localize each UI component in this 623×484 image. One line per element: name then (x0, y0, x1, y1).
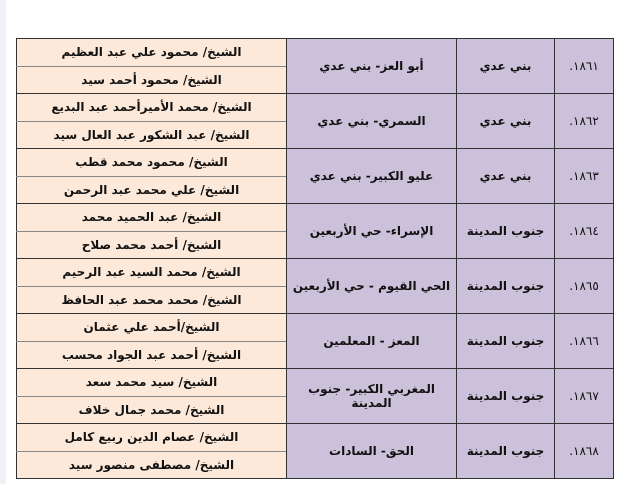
row-number: ١٨٦٢. (554, 93, 614, 149)
table-row: ١٨٦٥. جنوب المدينة الحي القيوم - حي الأربع… (16, 258, 614, 314)
name-cell: الشيخ/ علي محمد عبد الرحمن (16, 175, 287, 204)
district-cell: بني عدي (456, 93, 555, 149)
place-cell: السمري- بني عدي (286, 93, 457, 149)
name-cell: الشيخ/أحمد علي عثمان (16, 313, 287, 342)
table-row: ١٨٦٧. جنوب المدينة المغربي الكبير- جنوب ال… (16, 368, 614, 424)
table-row: ١٨٦٣. بني عدي عليو الكبير- بني عدي الشيخ/ م… (16, 148, 614, 204)
name-cell: الشيخ/ مصطفى منصور سيد (16, 450, 287, 479)
name-cell: الشيخ/ أحمد عبد الجواد محسب (16, 340, 287, 369)
row-number: ١٨٦٦. (554, 313, 614, 369)
place-cell: المغربي الكبير- جنوب المدينة (286, 368, 457, 424)
place-cell: الحي القيوم - حي الأربعين (286, 258, 457, 314)
table-row: ١٨٦١. بني عدي أبو العز- بني عدي الشيخ/ محمو… (16, 38, 614, 94)
place-cell: الحق- السادات (286, 423, 457, 479)
name-cell: الشيخ/ عبد الشكور عبد العال سيد (16, 120, 287, 149)
name-cell: الشيخ/ محمود علي عبد العظيم (16, 38, 287, 67)
place-cell: المعز - المعلمين (286, 313, 457, 369)
table-row: الشيخ/ أحمد محمد صلاح (16, 230, 614, 259)
name-cell: الشيخ/ محمد جمال خلاف (16, 395, 287, 424)
table-row: ١٨٦٤. جنوب المدينة الإسراء- حي الأربعين الش… (16, 203, 614, 259)
table-row: الشيخ/ عبد الشكور عبد العال سيد (16, 120, 614, 149)
table-row: ١٨٦٦. جنوب المدينة المعز - المعلمين الشيخ/أ… (16, 313, 614, 369)
table-row: الشيخ/ مصطفى منصور سيد (16, 450, 614, 479)
table-row: ١٨٦٨. جنوب المدينة الحق- السادات الشيخ/ عصا… (16, 423, 614, 479)
name-cell: الشيخ/ سيد محمد سعد (16, 368, 287, 397)
district-cell: جنوب المدينة (456, 258, 555, 314)
row-number: ١٨٦٣. (554, 148, 614, 204)
name-cell: الشيخ/ محمد الأميرأحمد عبد البديع (16, 93, 287, 122)
place-cell: عليو الكبير- بني عدي (286, 148, 457, 204)
name-cell: الشيخ/ محمد السيد عبد الرحيم (16, 258, 287, 287)
name-cell: الشيخ/ عصام الدين ربيع كامل (16, 423, 287, 452)
table-row: الشيخ/ أحمد عبد الجواد محسب (16, 340, 614, 369)
district-cell: جنوب المدينة (456, 313, 555, 369)
district-cell: جنوب المدينة (456, 423, 555, 479)
name-cell: الشيخ/ محمود أحمد سيد (16, 65, 287, 94)
name-cell: الشيخ/ عبد الحميد محمد (16, 203, 287, 232)
table-row: الشيخ/ علي محمد عبد الرحمن (16, 175, 614, 204)
row-number: ١٨٦٥. (554, 258, 614, 314)
assignments-table: ١٨٦١. بني عدي أبو العز- بني عدي الشيخ/ محمو… (16, 38, 614, 479)
district-cell: جنوب المدينة (456, 368, 555, 424)
district-cell: جنوب المدينة (456, 203, 555, 259)
name-cell: الشيخ/ محمود محمد قطب (16, 148, 287, 177)
row-number: ١٨٦٧. (554, 368, 614, 424)
district-cell: بني عدي (456, 148, 555, 204)
place-cell: الإسراء- حي الأربعين (286, 203, 457, 259)
page-edge (0, 0, 6, 484)
table-row: الشيخ/ محمد محمد عبد الحافظ (16, 285, 614, 314)
table-row: الشيخ/ محمود أحمد سيد (16, 65, 614, 94)
row-number: ١٨٦٨. (554, 423, 614, 479)
place-cell: أبو العز- بني عدي (286, 38, 457, 94)
row-number: ١٨٦٤. (554, 203, 614, 259)
name-cell: الشيخ/ أحمد محمد صلاح (16, 230, 287, 259)
row-number: ١٨٦١. (554, 38, 614, 94)
table-row: الشيخ/ محمد جمال خلاف (16, 395, 614, 424)
district-cell: بني عدي (456, 38, 555, 94)
table-row: ١٨٦٢. بني عدي السمري- بني عدي الشيخ/ محمد ا… (16, 93, 614, 149)
name-cell: الشيخ/ محمد محمد عبد الحافظ (16, 285, 287, 314)
